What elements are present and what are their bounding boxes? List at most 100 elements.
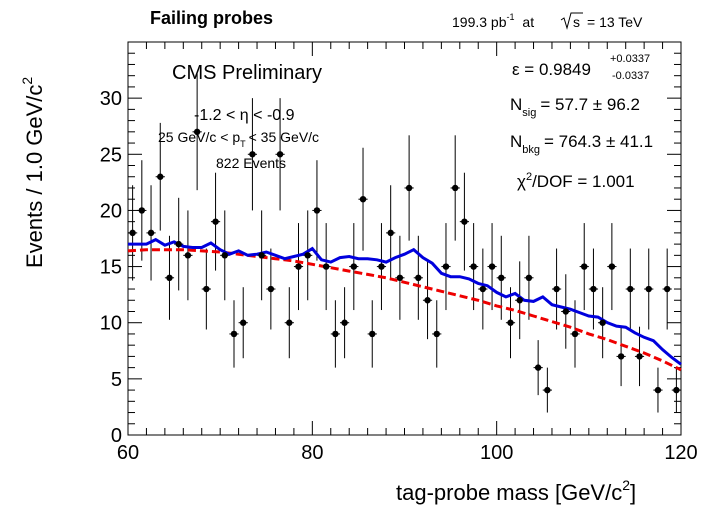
data-point <box>562 308 569 315</box>
total-fit-line <box>128 237 682 366</box>
data-point <box>663 285 671 293</box>
y-tick-label: 0 <box>111 425 122 447</box>
data-point <box>313 207 321 214</box>
data-point <box>516 297 523 304</box>
y-axis-title: Events / 1.0 GeV/c2 <box>19 77 47 268</box>
data-point <box>240 319 247 326</box>
data-point <box>461 218 468 225</box>
y-axis-title-superscript: 2 <box>19 77 35 85</box>
data-point <box>221 252 228 259</box>
y-tick-label: 10 <box>100 313 122 335</box>
data-point <box>286 319 293 326</box>
data-point <box>138 207 146 214</box>
data-point <box>193 128 201 136</box>
data-point <box>479 285 487 293</box>
y-tick-label: 5 <box>111 369 122 391</box>
data-point <box>571 330 579 338</box>
lumi-exponent: -1 <box>507 12 515 22</box>
pt-suffix: < 35 GeV/c <box>249 129 319 145</box>
lumi-value: 199.3 pb <box>452 14 507 30</box>
data-point <box>488 263 496 270</box>
nsig-value: = 57.7 ± 96.2 <box>540 95 640 114</box>
data-point <box>590 285 597 293</box>
nsig-subscript: sig <box>522 107 536 119</box>
chi2-superscript: 2 <box>526 171 532 183</box>
data-point <box>249 151 256 158</box>
data-point <box>599 319 606 326</box>
y-tick-label: 30 <box>100 88 122 110</box>
data-point <box>157 173 164 180</box>
chi2-label: χ2/DOF = 1.001 <box>517 171 635 191</box>
data-point <box>645 285 652 293</box>
x-tick-label: 60 <box>117 442 139 464</box>
data-point <box>350 263 358 270</box>
x-axis-title: tag-probe mass [GeV/c2] <box>396 477 636 505</box>
svg-text:199.3 pb-1 at: 199.3 pb-1 at <box>452 12 534 30</box>
data-point <box>451 184 459 192</box>
data-point <box>304 252 311 259</box>
x-tick-label: 120 <box>664 442 697 464</box>
data-point <box>525 274 533 281</box>
pt-subscript: T <box>240 139 246 149</box>
data-point <box>267 285 275 293</box>
data-point <box>147 229 155 237</box>
y-tick-label: 20 <box>100 200 122 222</box>
data-point <box>332 330 339 338</box>
efficiency-error-up: +0.0337 <box>610 53 650 65</box>
data-point <box>175 240 182 248</box>
axis-ticks <box>127 41 682 436</box>
data-point <box>534 364 542 371</box>
nsig-label: Nsig = 57.7 ± 96.2 <box>510 95 640 119</box>
data-point <box>608 263 616 270</box>
pt-prefix: 25 GeV/c < p <box>158 129 240 145</box>
data-point <box>433 330 440 338</box>
data-point <box>359 196 367 203</box>
data-point <box>230 330 238 338</box>
data-point <box>166 274 173 281</box>
data-point <box>369 330 376 338</box>
events-count-label: 822 Events <box>216 155 286 171</box>
data-point <box>673 386 680 394</box>
data-point <box>498 274 505 281</box>
energy-s: s <box>573 14 580 30</box>
data-point <box>212 218 219 225</box>
data-point <box>322 263 330 270</box>
data-point <box>415 274 422 281</box>
data-point <box>636 353 643 360</box>
eta-range-label: -1.2 < η < -0.9 <box>194 107 295 124</box>
data-point <box>341 319 348 326</box>
data-point <box>276 151 284 158</box>
efficiency-label: ε = 0.9849 <box>512 60 591 79</box>
lumi-energy-label: 199.3 pb-1 at s = 13 TeV <box>452 12 643 30</box>
y-tick-label: 25 <box>100 144 122 166</box>
efficiency-error-down: -0.0337 <box>612 70 649 82</box>
data-point <box>442 263 450 270</box>
sqrt-sign <box>560 12 583 30</box>
data-point <box>553 285 560 293</box>
data-point <box>424 297 431 304</box>
data-point <box>507 319 514 326</box>
nbkg-subscript: bkg <box>522 144 540 156</box>
data-points <box>129 128 680 394</box>
data-point <box>258 252 265 259</box>
axis-tick-labels: 60 80 100 120 0 5 10 15 20 25 30 <box>100 88 698 464</box>
y-tick-label: 15 <box>100 257 122 279</box>
x-tick-label: 80 <box>301 442 323 464</box>
experiment-label: CMS Preliminary <box>172 62 322 84</box>
lumi-at: at <box>522 14 534 30</box>
x-tick-label: 100 <box>480 442 513 464</box>
data-point <box>544 386 551 394</box>
nbkg-value: = 764.3 ± 41.1 <box>544 132 653 151</box>
energy-value: = 13 TeV <box>587 14 643 30</box>
nbkg-label: Nbkg = 764.3 ± 41.1 <box>510 132 653 156</box>
pt-range-label: 25 GeV/c < pT < 35 GeV/c <box>158 129 319 149</box>
data-point <box>396 274 404 281</box>
data-point <box>470 263 477 270</box>
data-point <box>129 229 136 237</box>
plot-title: Failing probes <box>150 8 273 28</box>
data-point <box>405 184 413 192</box>
chi2-value: /DOF = 1.001 <box>532 172 635 191</box>
data-point <box>387 229 394 237</box>
